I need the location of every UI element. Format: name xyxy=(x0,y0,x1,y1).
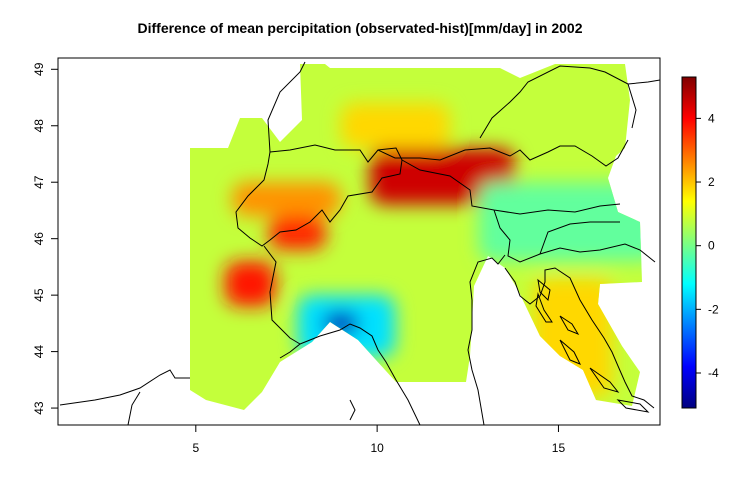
island-brac xyxy=(616,399,650,413)
region-patch-1 xyxy=(224,261,276,307)
region-patch-3 xyxy=(232,182,341,217)
east-border xyxy=(639,249,656,263)
plot-title: Difference of mean percipitation (observ… xyxy=(137,20,583,36)
island-krk xyxy=(537,278,551,302)
border-slovenia-croatia xyxy=(539,221,620,255)
y-tick-label: 45 xyxy=(32,288,46,302)
italy-east-coast xyxy=(467,254,506,426)
y-tick-label: 43 xyxy=(32,401,46,415)
region-patch-6 xyxy=(322,312,359,335)
plot-frame xyxy=(57,57,661,426)
region-patch-2 xyxy=(268,216,327,250)
y-tick-label: 44 xyxy=(32,345,46,359)
y-tick-label: 46 xyxy=(32,232,46,246)
colorbar-tick-label: 2 xyxy=(708,175,715,189)
x-tick-label: 15 xyxy=(552,441,566,455)
colorbar xyxy=(681,76,697,409)
italy-west-coast xyxy=(299,323,421,426)
island-dugi xyxy=(589,367,620,393)
border-italy-france-south xyxy=(263,245,301,359)
y-axis: 43 44 45 46 47 48 49 xyxy=(32,62,58,415)
region-patch-7 xyxy=(533,278,613,397)
border-france-germany xyxy=(267,61,306,153)
region-patch-8 xyxy=(478,182,642,262)
region-patch-4 xyxy=(340,103,450,149)
colorbar-ticks: 4 2 0 -2 -4 xyxy=(696,111,719,380)
border-france-italy-coast xyxy=(59,369,190,406)
corsica-tip xyxy=(349,399,356,421)
istria-coast xyxy=(504,267,655,409)
colorbar-tick-label: -4 xyxy=(708,366,719,380)
y-tick-label: 49 xyxy=(32,62,46,76)
island-rab xyxy=(559,315,580,336)
colorbar-tick-label: 4 xyxy=(708,111,715,125)
ne-border xyxy=(627,79,661,85)
x-tick-label: 5 xyxy=(192,441,199,455)
border-switzerland xyxy=(235,144,403,247)
colorbar-tick-label: 0 xyxy=(708,239,715,253)
border-austria-germany xyxy=(377,139,629,167)
border-germany-czech xyxy=(479,65,637,139)
x-axis: 5 10 15 xyxy=(192,425,565,455)
y-tick-label: 48 xyxy=(32,119,46,133)
y-tick-label: 47 xyxy=(32,175,46,189)
island-pag xyxy=(559,339,582,365)
country-borders xyxy=(59,61,661,426)
border-spain-tip xyxy=(127,391,141,426)
island-cres xyxy=(535,292,553,323)
precipitation-field xyxy=(190,64,642,410)
colorbar-tick-label: -2 xyxy=(708,302,719,316)
x-tick-label: 10 xyxy=(370,441,384,455)
